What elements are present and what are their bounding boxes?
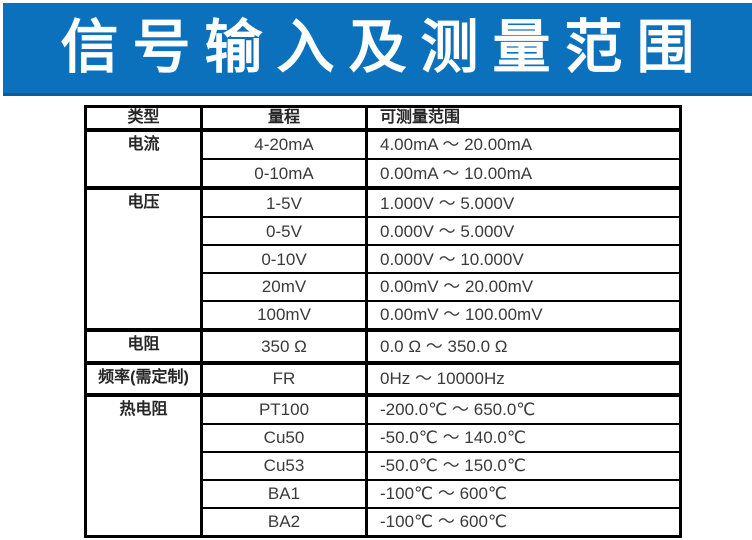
table-row: 20mV 0.00mV ～ 20.00mV xyxy=(86,272,682,303)
spec-table: 类型 量程 可测量范围 电流 4-20mA 4.00mA ～ 20.00mA 0… xyxy=(84,105,682,538)
type-cell-voltage: 电压 xyxy=(84,186,203,332)
range-cell: 0-10mA xyxy=(200,158,368,190)
table-row: 电阻 350 Ω 0.0 Ω ～ 350.0 Ω xyxy=(84,328,682,364)
table-row: 热电阻 PT100 -200.0℃ ～ 650.0℃ xyxy=(84,392,682,538)
table-row: Cu50 -50.0℃ ～ 140.0℃ xyxy=(86,423,682,454)
type-cell-resistance: 电阻 xyxy=(84,328,203,364)
measurable-cell: 0.0 Ω ～ 350.0 Ω xyxy=(365,328,682,364)
measurable-cell: 0.00mA ～ 10.00mA xyxy=(365,158,682,190)
table-row: Cu53 -50.0℃ ～ 150.0℃ xyxy=(86,451,682,481)
measurable-cell: 1.000V ～ 5.000V xyxy=(365,186,682,219)
table-row: 0-5V 0.000V ～ 5.000V xyxy=(86,216,682,247)
column-header-type: 类型 xyxy=(84,105,203,131)
range-cell: 1-5V xyxy=(200,186,368,219)
range-cell: 0-10V xyxy=(200,244,368,275)
range-cell: Cu53 xyxy=(200,451,368,481)
title-banner: 信号输入及测量范围 xyxy=(3,3,752,96)
table-row: 电流 4-20mA 4.00mA ～ 20.00mA xyxy=(84,127,682,190)
range-cell: 0-5V xyxy=(200,216,368,247)
table-row: 100mV 0.00mV ～ 100.00mV xyxy=(86,300,682,332)
type-cell-current: 电流 xyxy=(84,127,203,190)
measurable-cell: 0.00mV ～ 20.00mV xyxy=(365,272,682,303)
table-header-row: 类型 量程 可测量范围 xyxy=(84,105,682,131)
measurable-cell: -200.0℃ ～ 650.0℃ xyxy=(365,392,682,426)
range-cell: Cu50 xyxy=(200,423,368,454)
range-cell: 100mV xyxy=(200,300,368,332)
range-cell: FR xyxy=(200,360,368,397)
range-cell: PT100 xyxy=(200,392,368,426)
column-header-measurable: 可测量范围 xyxy=(365,105,682,131)
table-row: BA2 -100℃ ～ 600℃ xyxy=(86,506,682,538)
measurable-cell: 0.000V ～ 10.000V xyxy=(365,244,682,275)
measurable-cell: 4.00mA ～ 20.00mA xyxy=(365,127,682,161)
range-cell: 4-20mA xyxy=(200,127,368,161)
table-row: BA1 -100℃ ～ 600℃ xyxy=(86,478,682,509)
table-row: 0-10V 0.000V ～ 10.000V xyxy=(86,244,682,275)
measurable-cell: 0.000V ～ 5.000V xyxy=(365,216,682,247)
measurable-cell: 0.00mV ～ 100.00mV xyxy=(365,300,682,332)
range-cell: BA2 xyxy=(200,506,368,538)
range-cell: BA1 xyxy=(200,478,368,509)
measurable-cell: -50.0℃ ～ 150.0℃ xyxy=(365,451,682,481)
table-row: 频率(需定制) FR 0Hz ～ 10000Hz xyxy=(84,360,682,397)
range-cell: 350 Ω xyxy=(200,328,368,364)
table-row: 0-10mA 0.00mA ～ 10.00mA xyxy=(86,158,682,190)
measurable-cell: -100℃ ～ 600℃ xyxy=(365,478,682,509)
type-cell-rtd: 热电阻 xyxy=(84,393,203,538)
page-title: 信号输入及测量范围 xyxy=(60,15,709,80)
table-row: 电压 1-5V 1.000V ～ 5.000V xyxy=(84,186,682,332)
measurable-cell: 0Hz ～ 10000Hz xyxy=(365,360,682,397)
measurable-cell: -100℃ ～ 600℃ xyxy=(365,506,682,538)
measurable-cell: -50.0℃ ～ 140.0℃ xyxy=(365,423,682,454)
range-cell: 20mV xyxy=(200,272,368,303)
column-header-range: 量程 xyxy=(200,105,368,131)
type-cell-frequency: 频率(需定制) xyxy=(84,360,203,397)
